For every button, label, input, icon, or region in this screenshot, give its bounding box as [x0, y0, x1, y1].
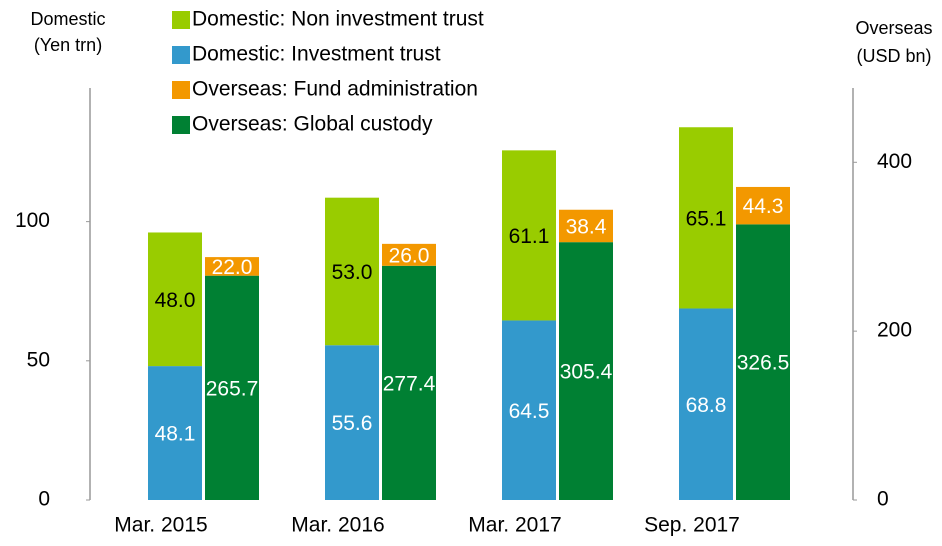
bar-segment [736, 224, 790, 500]
data-label: 65.1 [686, 207, 727, 230]
legend-swatch [172, 116, 190, 134]
data-label: 48.0 [155, 289, 196, 312]
bar-segment [382, 265, 436, 500]
data-label: 48.1 [155, 423, 196, 446]
data-label: 61.1 [509, 225, 550, 248]
data-label: 64.5 [509, 400, 550, 423]
data-label: 326.5 [737, 352, 790, 375]
y2-axis-label: Overseas [855, 18, 932, 38]
bar-segment [502, 320, 556, 500]
data-label: 265.7 [206, 377, 259, 400]
legend-label: Overseas: Fund administration [192, 78, 478, 101]
bar-segment [679, 127, 733, 309]
y-tick-label: 100 [15, 209, 50, 232]
x-tick-label: Sep. 2017 [644, 514, 740, 537]
bar-segment [559, 242, 613, 500]
data-label: 44.3 [743, 195, 784, 218]
bar-segment [502, 150, 556, 321]
y-axis-label: Domestic [30, 9, 105, 29]
bar-segment [559, 209, 613, 243]
x-tick-label: Mar. 2017 [468, 514, 561, 537]
y2-tick-label: 200 [877, 319, 912, 342]
legend-label: Domestic: Non investment trust [192, 8, 484, 31]
legend-swatch [172, 81, 190, 99]
bar-segment [736, 186, 790, 225]
legend-swatch [172, 46, 190, 64]
bar-segment [325, 197, 379, 346]
bar-segment [205, 257, 259, 276]
data-label: 22.0 [212, 256, 253, 279]
y2-axis-label: (USD bn) [856, 46, 931, 66]
x-tick-label: Mar. 2016 [291, 514, 384, 537]
data-label: 26.0 [389, 244, 430, 267]
legend-label: Overseas: Global custody [192, 113, 433, 136]
bar-segment [148, 366, 202, 500]
y-tick-label: 50 [27, 348, 50, 371]
x-tick-label: Mar. 2015 [114, 514, 207, 537]
legend-label: Domestic: Investment trust [192, 43, 441, 66]
bar-segment [679, 308, 733, 500]
y2-tick-label: 400 [877, 150, 912, 173]
bar-segment [382, 243, 436, 266]
y-axis-label: (Yen trn) [34, 35, 102, 55]
data-label: 305.4 [560, 361, 613, 384]
data-label: 55.6 [332, 412, 373, 435]
bar-segment [325, 345, 379, 500]
bar-segment [148, 232, 202, 367]
data-label: 68.8 [686, 394, 727, 417]
data-label: 277.4 [383, 372, 436, 395]
data-label: 38.4 [566, 215, 607, 238]
legend-swatch [172, 11, 190, 29]
bar-segment [205, 275, 259, 500]
y2-tick-label: 0 [877, 488, 889, 511]
y-tick-label: 0 [38, 488, 50, 511]
data-label: 53.0 [332, 261, 373, 284]
